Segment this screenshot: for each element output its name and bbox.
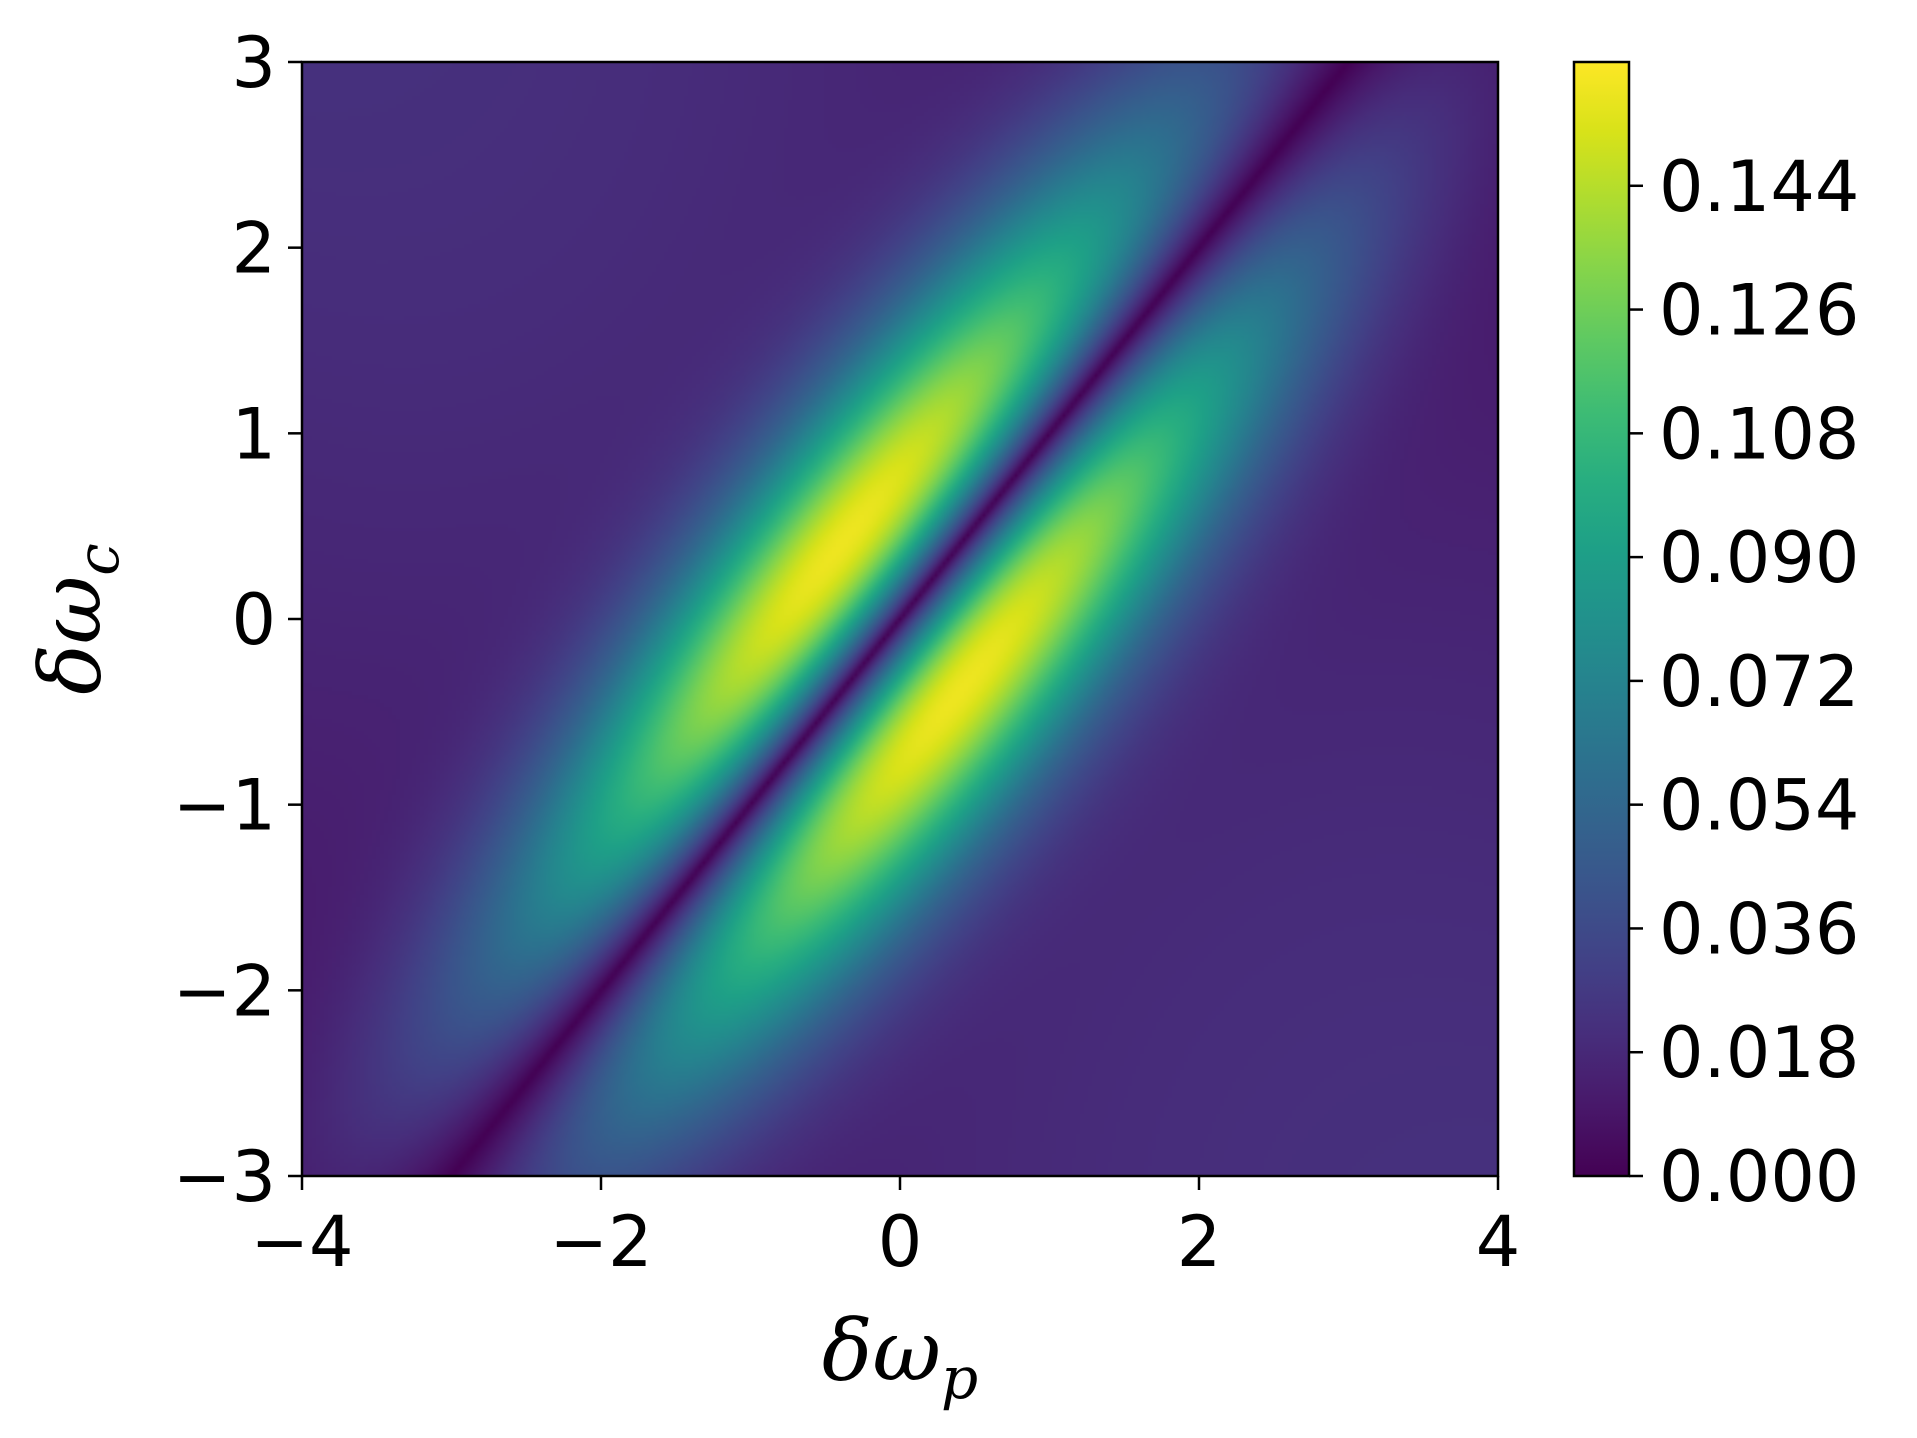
colorbar-tick-label: 0.126 [1659, 270, 1859, 352]
colorbar: 0.000 0.018 0.036 0.054 0.072 0.090 0.108 0.126… [1572, 60, 1859, 1218]
y-axis-ticks: −3 −2 −1 0 1 2 3 [173, 22, 302, 1218]
x-axis-label: δωp [822, 1302, 978, 1412]
colorbar-tick-label: 0.090 [1659, 517, 1859, 599]
colorbar-tick-label: 0.036 [1659, 888, 1859, 970]
x-tick-label: 0 [878, 1201, 923, 1283]
y-tick-label: −1 [173, 765, 276, 847]
y-tick-label: −3 [173, 1136, 276, 1218]
colorbar-tick-label: 0.000 [1659, 1136, 1859, 1218]
y-tick-label: 3 [231, 22, 276, 104]
x-tick-label: 4 [1476, 1201, 1521, 1283]
y-axis-label: δωc [22, 543, 132, 695]
x-tick-label: 2 [1177, 1201, 1222, 1283]
y-tick-label: −2 [173, 950, 276, 1032]
y-tick-label: 0 [231, 579, 276, 661]
colorbar-frame [1572, 60, 1631, 1178]
colorbar-ticks: 0.000 0.018 0.036 0.054 0.072 0.090 0.108 0.126… [1629, 146, 1859, 1218]
x-axis-ticks: −4 −2 0 2 4 [250, 1176, 1520, 1283]
heatmap-image [302, 62, 1498, 1176]
y-tick-label: 2 [231, 208, 276, 290]
colorbar-gradient [1574, 62, 1629, 1176]
colorbar-tick-label: 0.108 [1659, 393, 1859, 475]
heatmap-plot-area [300, 60, 1500, 1178]
colorbar-tick-label: 0.018 [1659, 1012, 1859, 1094]
colorbar-tick-label: 0.072 [1659, 641, 1859, 723]
colorbar-tick-label: 0.144 [1659, 146, 1859, 228]
y-tick-label: 1 [231, 393, 276, 475]
colorbar-tick-label: 0.054 [1659, 765, 1859, 847]
x-tick-label: −4 [250, 1201, 353, 1283]
x-tick-label: −2 [549, 1201, 652, 1283]
